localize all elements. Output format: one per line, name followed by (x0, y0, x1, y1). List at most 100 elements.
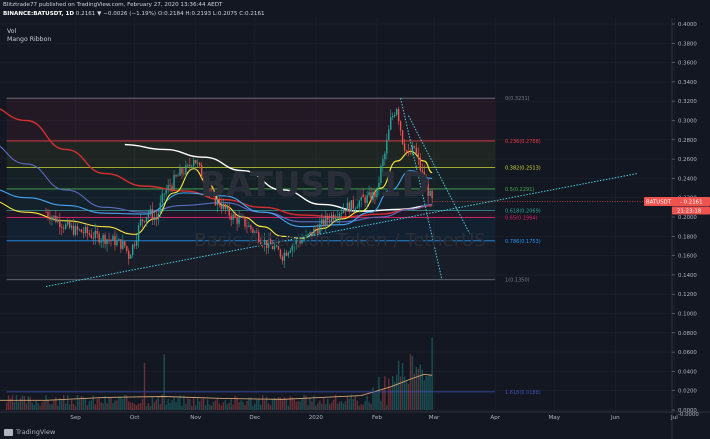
volume-bar (114, 400, 116, 410)
candle-body (74, 226, 77, 235)
volume-bar (362, 404, 364, 410)
candle-body (299, 241, 301, 244)
candle-body (195, 160, 197, 164)
tradingview-logo[interactable]: TradingView (4, 428, 55, 436)
volume-bar (120, 397, 122, 410)
candle-body (181, 168, 183, 174)
candle-body (141, 219, 144, 222)
candle-body (380, 165, 382, 183)
candle-body (297, 240, 299, 242)
volume-bar (15, 395, 18, 410)
price-axis[interactable]: 0.4000 0.3800 0.3600 0.3400 0.3200 0.3000 0.28… (672, 22, 699, 418)
candle-body (139, 219, 142, 226)
symbol-line: BINANCE:BATUSDT, 1D 0.2161 ▼ −0.0026 (−1… (3, 11, 265, 17)
volume-average-line (0, 373, 433, 401)
candle-body (68, 221, 71, 228)
candle-body (98, 233, 100, 243)
candle-body (252, 229, 254, 233)
time-axis[interactable]: Sep Oct Nov Dec 2020 Feb Mar Apr May Jun Jul (70, 415, 678, 421)
candle-body (425, 181, 427, 184)
candle-body (124, 241, 126, 247)
candle-body (157, 213, 159, 220)
candle-body (175, 175, 177, 177)
candle-body (240, 216, 242, 218)
candle-body (338, 213, 341, 218)
volume-bar (327, 399, 329, 410)
countdown-text: 21:23:18 (677, 208, 702, 214)
volume-bar (307, 405, 309, 410)
candle-body (256, 231, 258, 233)
watermark-ticker: BATUSD, 1D (200, 165, 430, 205)
candle-body (348, 202, 351, 212)
volume-bar (76, 394, 79, 410)
volume-bar (431, 337, 433, 410)
candle-body (399, 121, 402, 131)
indicator-mango-ribbon[interactable]: Mango Ribbon (7, 36, 52, 43)
candle-body (374, 191, 376, 197)
volume-bar (346, 396, 349, 410)
volume-bar (254, 403, 256, 410)
volume-bar (220, 405, 223, 410)
candle-body (419, 158, 421, 171)
x-tick-label: Dec (249, 415, 260, 421)
volume-bar (19, 398, 22, 410)
volume-bar (222, 402, 224, 410)
y-tick-label: 0.1200 (678, 292, 697, 298)
trendline (400, 98, 443, 280)
volume-bar (352, 399, 355, 410)
candle-body (226, 206, 228, 209)
tradingview-icon (4, 428, 13, 436)
candle-body (364, 197, 366, 203)
candle-body (212, 193, 215, 194)
volume-bar (59, 398, 61, 410)
indicator-vol[interactable]: Vol (7, 28, 17, 35)
volume-bar (175, 402, 177, 410)
y-tick-label: 0.0000 (678, 408, 697, 414)
volume-bar (315, 405, 317, 410)
volume-bar (267, 403, 270, 410)
volume-bar (299, 401, 301, 410)
candle-body (242, 216, 244, 218)
volume-bar (11, 394, 14, 410)
candle-body (216, 198, 219, 205)
volume-bar (390, 388, 392, 410)
trendlines[interactable] (45, 98, 638, 287)
volume-bar (368, 402, 370, 410)
fib-level-label: 0.382(0.2513) (505, 165, 541, 171)
fib-level-label: 0.65(0.1994) (505, 216, 538, 222)
x-tick-label: Feb (372, 415, 382, 421)
y-tick-label: 0.0600 (678, 350, 697, 356)
volume-bar (378, 376, 380, 410)
volume-bar (84, 398, 87, 410)
candle-body (372, 191, 374, 201)
fib-band (6, 210, 496, 218)
volume-bar (171, 400, 173, 410)
volume-bar (141, 398, 144, 410)
volume-bar (395, 374, 398, 410)
volume-bar (260, 404, 262, 410)
candle-body (90, 234, 93, 238)
volume-bar (128, 401, 130, 410)
volume-bar (354, 396, 356, 410)
volume-bar (66, 395, 69, 410)
candle-body (334, 218, 337, 220)
candle-body (118, 239, 120, 241)
volume-bar (411, 356, 414, 410)
volume-bar (106, 403, 108, 410)
candle-body (291, 245, 293, 251)
volume-bar (155, 399, 158, 410)
volume-bar (393, 381, 396, 410)
candle-body (200, 165, 203, 178)
candle-body (344, 209, 347, 212)
volume-bar (169, 402, 171, 410)
candle-body (303, 238, 305, 241)
candle-body (332, 214, 335, 220)
fib-band (6, 240, 496, 280)
candle-body (354, 208, 356, 209)
volume-bar (167, 398, 169, 410)
candle-body (53, 215, 55, 218)
volume-bar (94, 404, 96, 410)
volume-bar (112, 402, 114, 410)
volume-bar (319, 400, 321, 410)
